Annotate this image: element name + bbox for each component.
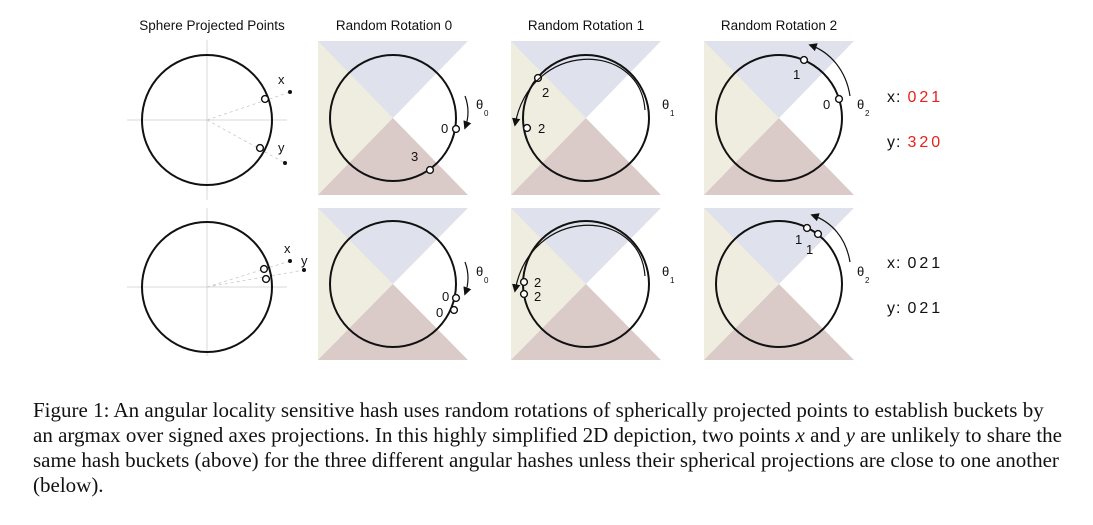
- projected-point-y: [255, 143, 265, 153]
- theta-2-label: θ: [857, 264, 864, 279]
- caption-text-1: Figure 1: An angular locality sensitive …: [33, 398, 1044, 447]
- caption-text-3: are unlikely to share the same hash buck…: [33, 423, 1062, 497]
- header-random-rotation-2: Random Rotation 2: [721, 18, 837, 33]
- point-x-label: x: [284, 241, 291, 256]
- point-y-label: y: [301, 253, 308, 268]
- header-sphere-projected-points: Sphere Projected Points: [139, 18, 285, 33]
- hash-y-row-1: y: 3 2 0: [887, 134, 941, 151]
- bucket-label: 3: [411, 149, 418, 164]
- svg-text:y:320: y: 3 2 0: [887, 134, 941, 151]
- bucket-label: 0: [823, 97, 830, 112]
- header-random-rotation-1: Random Rotation 1: [528, 18, 644, 33]
- point-y-label: y: [278, 140, 285, 155]
- rotation-1-panel-row-2: 2 2 θ 1: [511, 208, 675, 360]
- svg-text:x:021: x: 0 2 1: [887, 255, 941, 272]
- hash-y-row-2: y: 0 2 1: [887, 300, 941, 317]
- point-x: [288, 90, 292, 94]
- rotation-1-panel-row-1: 2 2 θ 1: [511, 41, 675, 195]
- svg-text:y:021: y: 0 2 1: [887, 300, 941, 317]
- projected-point-x: [260, 94, 270, 104]
- projected-point-y: [261, 274, 271, 284]
- theta-2-subscript: 2: [865, 109, 870, 118]
- header-random-rotation-0: Random Rotation 0: [336, 18, 452, 33]
- bucket-label: 1: [793, 67, 800, 82]
- theta-0-label: θ: [476, 264, 483, 279]
- theta-0-label: θ: [476, 97, 483, 112]
- svg-text:x:021: x: 0 2 1: [887, 89, 941, 106]
- rotation-0-panel-row-2: 0 0 θ 0: [318, 208, 489, 360]
- bucket-label: 0: [442, 289, 449, 304]
- point-x: [288, 259, 292, 263]
- point-y: [302, 268, 306, 272]
- bucket-label: 2: [534, 275, 541, 290]
- rotation-2-panel-row-1: 1 0 θ 2: [704, 41, 870, 195]
- hash-x-row-2: x: 0 2 1: [887, 255, 941, 272]
- projected-point-x: [259, 264, 269, 274]
- row-2: x y 0 0 θ 0 2 2: [127, 208, 941, 360]
- bucket-label: 0: [441, 121, 448, 136]
- bucket-label: 1: [795, 232, 802, 247]
- theta-2-subscript: 2: [865, 276, 870, 285]
- rotation-2-panel-row-2: 1 1 θ 2: [704, 208, 870, 360]
- theta-1-subscript: 1: [670, 109, 675, 118]
- theta-0-subscript: 0: [484, 109, 489, 118]
- bucket-label: 2: [538, 121, 545, 136]
- caption-text-2: and: [804, 423, 846, 447]
- hash-x-row-1: x: 0 2 1: [887, 89, 941, 106]
- theta-1-label: θ: [662, 97, 669, 112]
- caption-var-y: y: [845, 423, 855, 447]
- lsh-figure: Sphere Projected Points Random Rotation …: [127, 18, 941, 360]
- sphere-panel-row-2: x y: [127, 208, 308, 356]
- theta-1-label: θ: [662, 264, 669, 279]
- theta-0-subscript: 0: [484, 276, 489, 285]
- rotation-0-panel-row-1: 0 3 θ 0: [318, 41, 489, 195]
- point-y: [283, 161, 287, 165]
- theta-1-subscript: 1: [670, 276, 675, 285]
- bucket-label: 0: [436, 305, 443, 320]
- bucket-label: 2: [534, 289, 541, 304]
- row-1: x y 0 3 θ 0 2 2: [127, 40, 941, 200]
- bucket-label: 1: [806, 242, 813, 257]
- theta-2-label: θ: [857, 97, 864, 112]
- caption-var-x: x: [795, 423, 805, 447]
- point-x-label: x: [278, 72, 285, 87]
- figure-caption: Figure 1: An angular locality sensitive …: [33, 398, 1068, 498]
- bucket-label: 2: [542, 85, 549, 100]
- sphere-panel-row-1: x y: [127, 40, 292, 200]
